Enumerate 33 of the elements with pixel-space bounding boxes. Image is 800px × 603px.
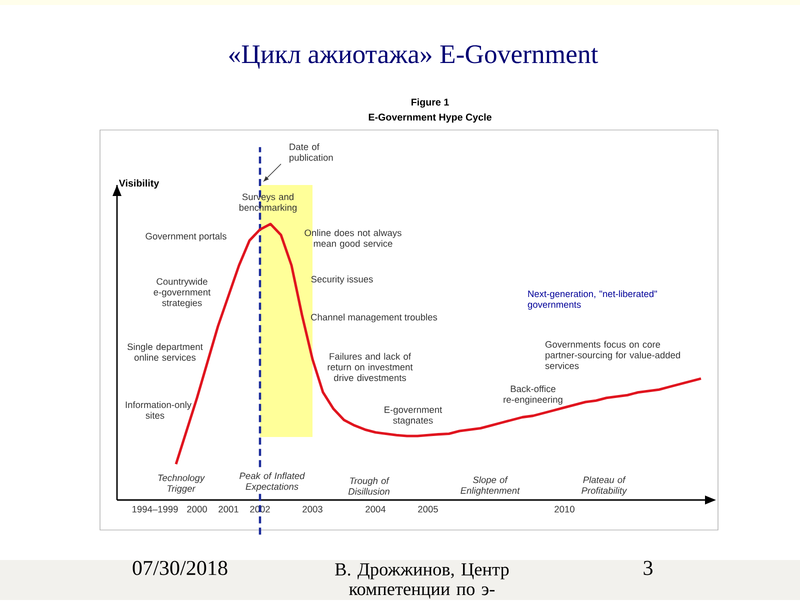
y-axis-title: Visibility: [118, 179, 160, 188]
annotation: Peak of Inflated Expectations: [240, 472, 305, 492]
text: 3: [644, 560, 652, 575]
annotation: Countrywide e-government strategies: [154, 278, 211, 308]
annotation: Government portals: [146, 232, 226, 242]
text: 07/30/2018: [132, 560, 228, 575]
annotation: Back-office re-engineering: [504, 385, 562, 405]
text: Surveys and benchmarking: [239, 193, 297, 213]
x-tick-label: 2001: [218, 506, 238, 512]
annotation: Online does not always mean good service: [304, 229, 402, 249]
x-tick-label: 2010: [554, 506, 574, 512]
x-tick-label: 2000: [187, 506, 207, 512]
annotation: E-government stagnates: [384, 406, 442, 426]
text: В. Дрожжинов, Центр компетенции по э-: [335, 563, 509, 598]
annotation: Trough of Disillusion: [348, 477, 390, 495]
x-tick-label: 2004: [366, 506, 386, 512]
x-tick-label: 2005: [418, 506, 438, 512]
caption: Figure 1: [412, 98, 449, 108]
annotation: Governments focus on core partner-sourcing for value-added services: [545, 340, 680, 369]
annotation: Plateau of Profitability: [582, 476, 628, 496]
annotation: Security issues: [311, 276, 373, 284]
annotation: Slope of Enlightenment: [460, 476, 520, 496]
annotation: Technology Trigger: [158, 474, 206, 494]
annotation: Single department online services: [128, 343, 203, 361]
annotation: Next-generation, "net-liberated" governments: [528, 290, 657, 310]
chart-title: «Цикл ажиотажа» E-Government: [229, 45, 598, 69]
x-tick-label: 1994–1999: [132, 506, 178, 512]
annotation: Channel management troubles: [311, 314, 438, 322]
annotation: Failures and lack of return on investment drive divestments: [328, 352, 413, 381]
ref-line-label: Date of publication: [290, 143, 333, 163]
annotation: Information-only sites: [126, 401, 192, 419]
x-tick-label: 2003: [302, 506, 322, 512]
chart-subtitle: E-Government Hype Cycle: [368, 113, 492, 122]
